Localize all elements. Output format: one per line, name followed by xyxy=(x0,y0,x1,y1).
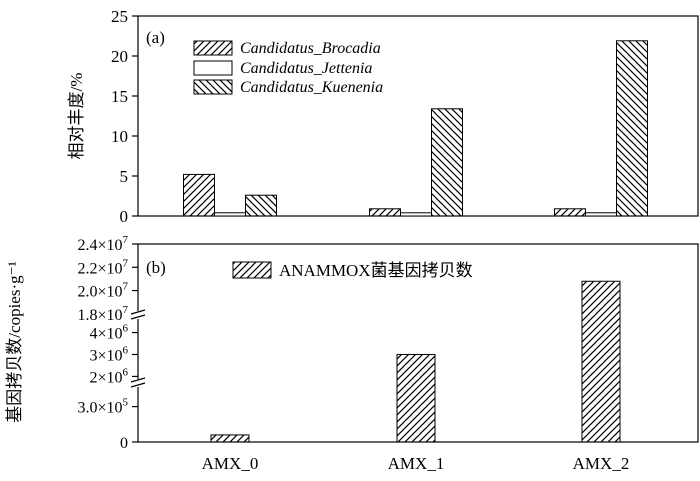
y-tick-label: 2.0×107 xyxy=(77,281,128,301)
axis-break-mark xyxy=(130,314,146,320)
panel-label-b: (b) xyxy=(146,258,166,277)
legend-swatch xyxy=(193,79,233,95)
axis-break-gap xyxy=(133,379,143,387)
y-axis-label-b: 基因拷贝数/copies·g⁻¹ xyxy=(5,261,24,422)
bar-amx_2 xyxy=(581,280,621,443)
bar-amx_2-1 xyxy=(554,208,586,217)
y-tick-label: 10 xyxy=(111,127,128,146)
bar-amx_2-3 xyxy=(616,40,648,217)
bar-amx_2-2 xyxy=(585,212,617,217)
bar-amx_1 xyxy=(396,353,436,443)
y-tick-label: 5 xyxy=(120,167,129,186)
x-ticks-b: AMX_0 AMX_1 AMX_2 xyxy=(202,454,630,473)
y-tick-label: 2×106 xyxy=(89,366,128,386)
y-axis-label-a: 相对丰度/% xyxy=(67,73,86,160)
bar-amx_0 xyxy=(210,434,250,443)
panel-a: (a) 相对丰度/% 0 5 10 15 20 25 Candidatus_Brocadi… xyxy=(67,7,699,226)
x-tick-label: AMX_1 xyxy=(388,454,445,473)
x-tick-label: AMX_2 xyxy=(573,454,630,473)
bar-amx_1-2 xyxy=(400,212,432,217)
bar-amx_1-3 xyxy=(431,108,463,217)
axis-break-mark xyxy=(130,377,146,383)
x-tick-label: AMX_0 xyxy=(202,454,259,473)
bar-amx_0-2 xyxy=(214,212,246,217)
legend-label: ANAMMOX菌基因拷贝数 xyxy=(279,261,473,280)
legend-item: Candidatus_Brocadia xyxy=(193,40,381,57)
bar-amx_1-1 xyxy=(369,208,401,217)
legend-label: Candidatus_Jettenia xyxy=(240,60,372,77)
y-tick-label: 2.4×107 xyxy=(77,234,128,254)
bars-b xyxy=(210,280,621,443)
bar-amx_0-1 xyxy=(183,173,215,217)
legend-label: Candidatus_Brocadia xyxy=(240,40,381,57)
y-tick-label: 20 xyxy=(111,47,128,66)
y-tick-label: 3×106 xyxy=(89,344,128,364)
y-ticks-a: 0 5 10 15 20 25 xyxy=(111,7,138,226)
y-tick-label: 1.8×107 xyxy=(77,304,128,324)
axis-break-mark xyxy=(130,309,146,315)
bar-amx_0-3 xyxy=(245,194,277,217)
y-tick-label: 25 xyxy=(111,7,128,26)
y-tick-label: 2.2×107 xyxy=(77,257,128,277)
y-tick-label: 0 xyxy=(120,435,128,452)
y-tick-label: 3.0×105 xyxy=(77,397,128,417)
axis-break-mark xyxy=(130,382,146,388)
legend-item: Candidatus_Jettenia xyxy=(193,60,372,77)
panel-label-a: (a) xyxy=(146,28,165,47)
y-tick-label: 4×106 xyxy=(89,323,128,343)
legend-b: ANAMMOX菌基因拷贝数 xyxy=(232,261,473,280)
y-tick-label: 15 xyxy=(111,87,128,106)
legend-swatch xyxy=(193,40,233,56)
y-tick-label: 0 xyxy=(120,207,129,226)
legend-label: Candidatus_Kuenenia xyxy=(240,79,383,96)
panel-b: (b) 基因拷贝数/copies·g⁻¹ 0 3.0×105 2×1063×1064… xyxy=(5,234,699,473)
legend-item: Candidatus_Kuenenia xyxy=(193,79,383,96)
legend-swatch xyxy=(232,261,272,279)
bars-a xyxy=(183,40,648,217)
axis-break-gap xyxy=(133,311,143,319)
axis-breaks-b xyxy=(130,309,146,388)
legend-swatch xyxy=(193,60,233,76)
legend-a: Candidatus_Brocadia Candidatus_Jettenia … xyxy=(193,40,383,96)
